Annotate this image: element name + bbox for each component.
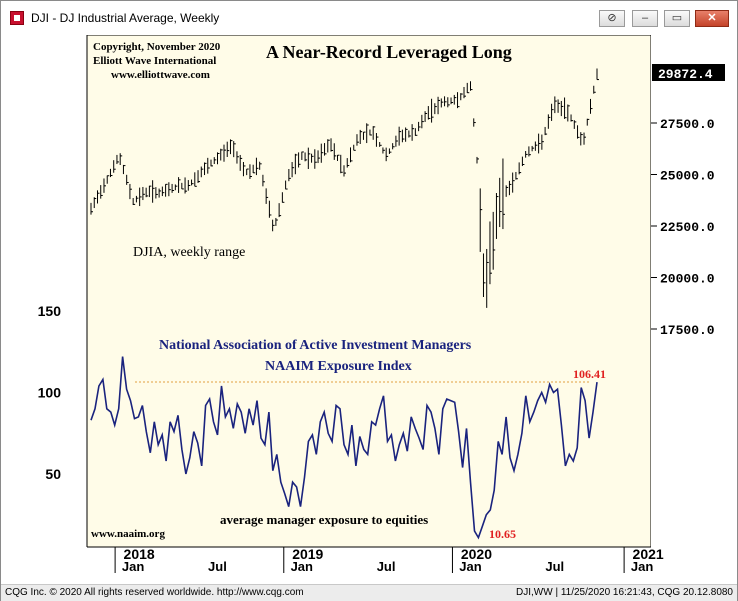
month-label: Jan: [631, 559, 653, 573]
restore-button[interactable]: ▭: [664, 10, 690, 27]
price-tick-label: 22500.0: [660, 220, 715, 235]
app-icon: [10, 11, 24, 25]
month-label: Jan: [291, 559, 313, 573]
price-axis-area: [651, 35, 729, 547]
naaim-series: [90, 356, 598, 540]
status-bar: CQG Inc. © 2020 All rights reserved worl…: [1, 584, 737, 601]
window-title: DJI - DJ Industrial Average, Weekly: [31, 11, 220, 25]
year-label: 2019: [292, 546, 323, 562]
copyright-line-2: Elliott Wave International: [93, 55, 216, 67]
chart-title: A Near-Record Leveraged Long: [266, 42, 512, 62]
naaim-subtitle: NAAIM Exposure Index: [265, 359, 412, 374]
plot-panel: [86, 35, 652, 548]
price-tick-label: 25000.0: [660, 169, 715, 184]
copyright-line-1: Copyright, November 2020: [93, 41, 221, 53]
close-button[interactable]: ✕: [695, 10, 729, 27]
status-copyright: CQG Inc. © 2020 All rights reserved worl…: [5, 587, 304, 598]
month-label: Jan: [122, 559, 144, 573]
month-label: Jul: [545, 559, 564, 573]
naaim-tick-label: 100: [38, 385, 62, 401]
naaim-high-label: 106.41: [573, 367, 606, 381]
copyright-line-3: www.elliottwave.com: [111, 69, 210, 81]
naaim-annotation: average manager exposure to equities: [220, 512, 428, 527]
price-axis-ticks: 27500.0 25000.0 22500.0 20000.0 17500.0: [651, 117, 715, 338]
month-label: Jan: [459, 559, 481, 573]
naaim-tick-label: 50: [45, 466, 61, 482]
last-value-box: [652, 64, 725, 81]
chart-area: 27500.0 25000.0 22500.0 20000.0 17500.0 150 1…: [7, 35, 729, 573]
naaim-title: National Association of Active Investmen…: [159, 338, 472, 353]
time-axis-area: [7, 547, 729, 573]
naaim-source: www.naaim.org: [91, 528, 165, 540]
minimize-button[interactable]: –: [632, 10, 658, 27]
naaim-axis-ticks: 150 100 50: [38, 303, 62, 482]
month-label: Jul: [208, 559, 227, 573]
price-tick-label: 20000.0: [660, 272, 715, 287]
link-icon[interactable]: ⊘: [599, 10, 625, 27]
naaim-line: [90, 356, 598, 540]
price-tick-label: 27500.0: [660, 117, 715, 132]
year-label: 2020: [461, 546, 492, 562]
title-bar: DJI - DJ Industrial Average, Weekly ⊘ – …: [1, 1, 737, 35]
djia-annotation: DJIA, weekly range: [133, 245, 245, 260]
month-label: Jul: [377, 559, 396, 573]
year-label: 2021: [633, 546, 664, 562]
djia-bars: [90, 68, 599, 308]
last-value-label: 29872.4: [658, 67, 713, 82]
naaim-tick-label: 150: [38, 303, 62, 319]
year-label: 2018: [124, 546, 155, 562]
status-info: DJI,WW | 11/25/2020 16:21:43, CQG 20.12.…: [516, 587, 733, 598]
naaim-low-label: 10.65: [489, 527, 516, 541]
price-tick-label: 17500.0: [660, 323, 715, 338]
